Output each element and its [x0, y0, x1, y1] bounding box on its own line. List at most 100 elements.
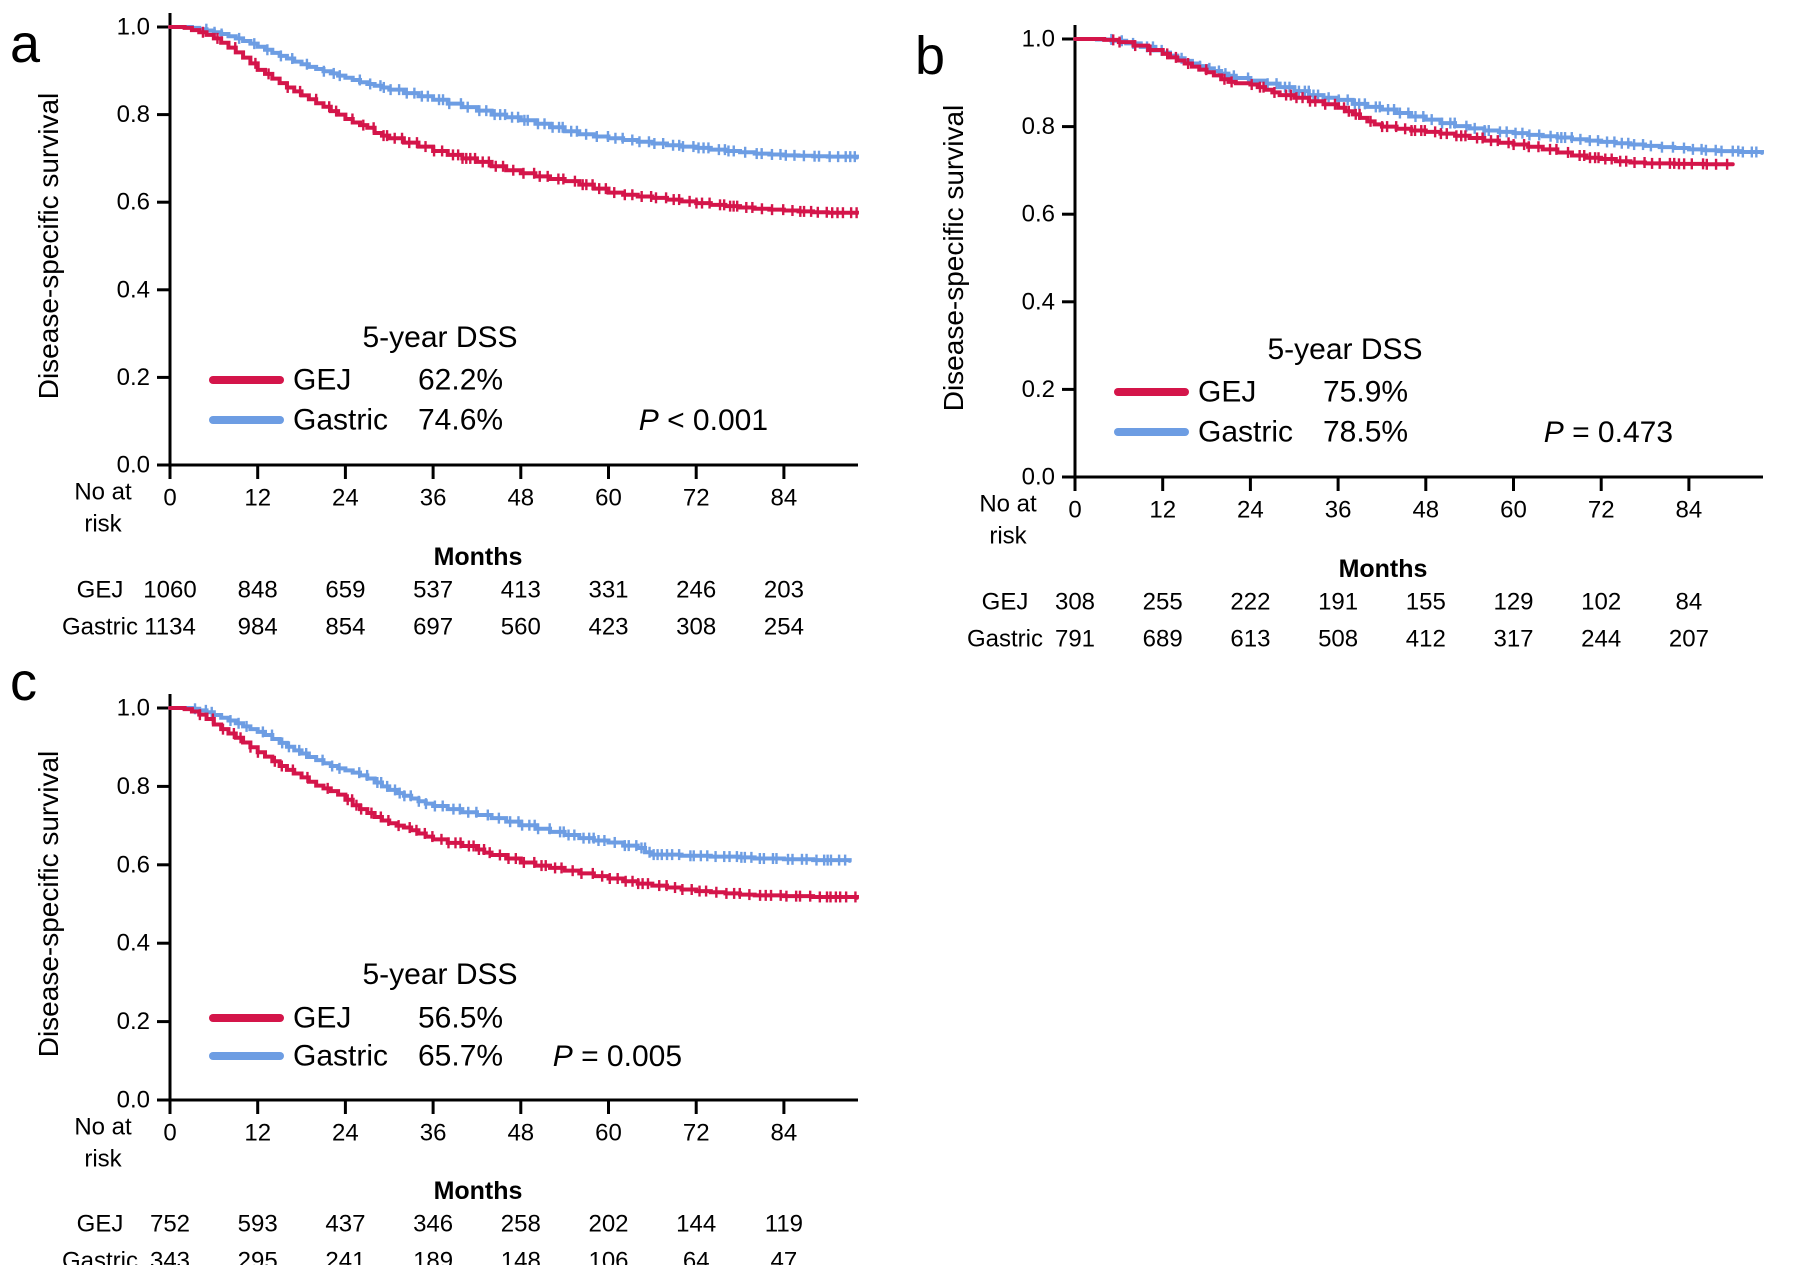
y-tick-label: 0.8	[117, 101, 150, 128]
risk-row-gej: GEJ 752 593 437 346 258 202 144 119	[77, 1211, 803, 1238]
x-tick-label: 84	[1676, 497, 1703, 524]
risk-count: 203	[764, 577, 804, 604]
panel-c: c Disease-specific survival 0.0 0.2 0.4 0.6 0.…	[0, 648, 895, 1265]
risk-row-gej: GEJ 1060 848 659 537 413 331 246 203	[77, 577, 804, 604]
risk-count: 189	[413, 1248, 453, 1265]
legend-label-gej: GEJ	[1198, 376, 1256, 409]
y-tick-label: 0.6	[117, 851, 150, 878]
x-tick-label: 12	[1149, 497, 1176, 524]
risk-count: 202	[588, 1211, 628, 1238]
y-tick-label: 1.0	[117, 14, 150, 41]
legend-value-gastric: 78.5%	[1323, 416, 1408, 449]
risk-count: 102	[1581, 589, 1621, 616]
p-value: P = 0.473	[1544, 416, 1673, 449]
risk-count: 412	[1406, 626, 1446, 653]
panel-letter: c	[10, 652, 37, 712]
risk-row-gastric: Gastric 791 689 613 508 412 317 244 207	[967, 626, 1709, 653]
panel-a: a Disease-specific survival 0.0 0.2 0.4 0.6 0.…	[0, 0, 895, 655]
x-tick-label: 72	[683, 1120, 710, 1147]
risk-count: 689	[1143, 626, 1183, 653]
curve-gastric	[1073, 37, 1764, 155]
risk-count: 308	[1055, 589, 1095, 616]
y-tick-label: 0.2	[117, 1008, 150, 1035]
y-tick-label: 0.6	[1022, 201, 1055, 228]
x-tick-label: 0	[1068, 497, 1081, 524]
risk-row-gastric: Gastric 343 295 241 189 148 106 64 47	[62, 1248, 797, 1265]
risk-count: 1060	[143, 577, 196, 604]
risk-count: 423	[588, 614, 628, 641]
legend-title: 5-year DSS	[1267, 333, 1422, 366]
risk-count: 246	[676, 577, 716, 604]
risk-count: 331	[588, 577, 628, 604]
risk-count: 613	[1230, 626, 1270, 653]
censor-marks-gej	[198, 709, 857, 903]
y-tick-label: 0.4	[117, 930, 150, 957]
risk-row-gej: GEJ 308 255 222 191 155 129 102 84	[982, 589, 1703, 616]
panel-a-chart: a Disease-specific survival 0.0 0.2 0.4 0.6 0.…	[10, 13, 859, 641]
x-tick-label: 36	[1325, 497, 1352, 524]
risk-count: 84	[1676, 589, 1703, 616]
risk-row-gastric: Gastric 1134 984 854 697 560 423 308 254	[62, 614, 804, 641]
x-tick-label: 60	[1500, 497, 1527, 524]
curve-gastric	[168, 25, 859, 160]
risk-count: 191	[1318, 589, 1358, 616]
risk-count: 255	[1143, 589, 1183, 616]
panel-letter: a	[10, 14, 41, 74]
x-tick-label: 48	[507, 1120, 534, 1147]
y-tick-label: 0.2	[1022, 376, 1055, 403]
risk-count: 241	[325, 1248, 365, 1265]
risk-count: 119	[765, 1211, 803, 1238]
risk-count: 244	[1581, 626, 1621, 653]
x-tick-label: 0	[163, 485, 176, 512]
risk-count: 697	[413, 614, 453, 641]
x-tick-label: 24	[332, 485, 359, 512]
x-axis-label: Months	[434, 1177, 523, 1205]
censor-marks-gastric	[205, 23, 857, 163]
risk-count: 659	[325, 577, 365, 604]
curve-gej	[168, 25, 859, 216]
legend-label-gastric: Gastric	[293, 1040, 388, 1073]
y-tick-label: 0.6	[117, 189, 150, 216]
risk-count: 222	[1230, 589, 1270, 616]
y-tick-label: 0.8	[1022, 113, 1055, 140]
x-tick-label: 72	[1588, 497, 1615, 524]
y-axis-label: Disease-specific survival	[33, 751, 64, 1058]
risk-header-line1: No at	[979, 491, 1037, 518]
y-tick-label: 0.2	[117, 364, 150, 391]
risk-count: 47	[771, 1248, 798, 1265]
risk-count: 258	[501, 1211, 541, 1238]
risk-row-label: GEJ	[77, 577, 124, 604]
legend-value-gej: 75.9%	[1323, 376, 1408, 409]
y-tick-label: 0.4	[1022, 288, 1055, 315]
risk-count: 413	[501, 577, 541, 604]
risk-count: 346	[413, 1211, 453, 1238]
panel-letter: b	[915, 26, 945, 86]
risk-count: 254	[764, 614, 804, 641]
legend-label-gej: GEJ	[293, 364, 351, 397]
legend-value-gastric: 74.6%	[418, 404, 503, 437]
y-tick-label: 0.0	[117, 1087, 150, 1114]
risk-count: 295	[238, 1248, 278, 1265]
x-tick-label: 60	[595, 485, 622, 512]
risk-count: 155	[1406, 589, 1446, 616]
legend-label-gastric: Gastric	[1198, 416, 1293, 449]
x-tick-label: 12	[244, 485, 271, 512]
risk-count: 129	[1493, 589, 1533, 616]
axes	[168, 13, 858, 467]
risk-row-label: Gastric	[967, 626, 1043, 653]
censor-marks-gej	[201, 26, 858, 219]
panel-c-chart: c Disease-specific survival 0.0 0.2 0.4 0.6 0.…	[10, 652, 859, 1265]
risk-count: 308	[676, 614, 716, 641]
risk-count: 537	[413, 577, 453, 604]
risk-count: 791	[1055, 626, 1095, 653]
x-tick-label: 84	[771, 485, 798, 512]
risk-count: 593	[238, 1211, 278, 1238]
risk-count: 1134	[144, 614, 196, 641]
legend-label-gastric: Gastric	[293, 404, 388, 437]
legend-title: 5-year DSS	[362, 321, 517, 354]
risk-count: 317	[1493, 626, 1533, 653]
x-tick-label: 60	[595, 1120, 622, 1147]
risk-count: 343	[150, 1248, 190, 1265]
y-tick-label: 1.0	[1022, 26, 1055, 53]
risk-count: 144	[676, 1211, 716, 1238]
